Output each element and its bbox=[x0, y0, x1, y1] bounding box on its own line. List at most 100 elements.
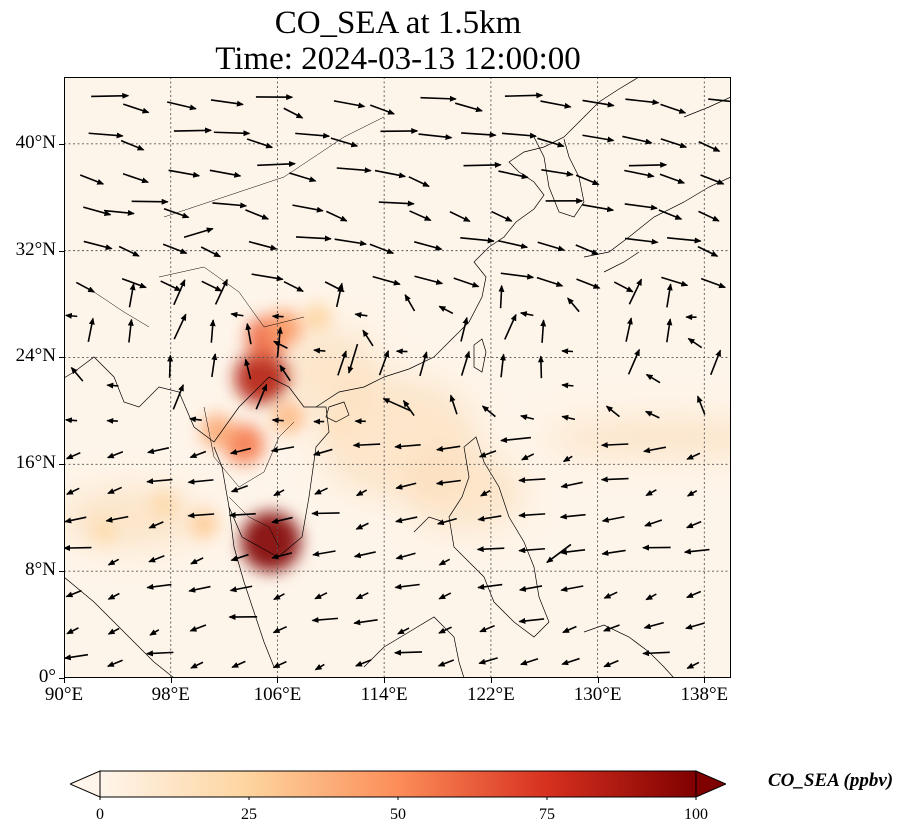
wind-arrow bbox=[696, 395, 706, 415]
wind-arrow bbox=[698, 141, 721, 152]
colorbar-title: CO_SEA (ppbv) bbox=[768, 770, 894, 791]
wind-arrow bbox=[120, 139, 145, 151]
wind-arrow bbox=[173, 313, 187, 340]
wind-arrow bbox=[231, 660, 246, 669]
wind-arrow bbox=[414, 241, 443, 251]
coastline-taiwan bbox=[473, 338, 487, 373]
wind-arrow bbox=[283, 280, 304, 293]
wind-arrow bbox=[660, 138, 688, 149]
wind-arrow bbox=[106, 659, 123, 667]
wind-arrow bbox=[624, 203, 658, 211]
wind-arrow bbox=[210, 99, 244, 107]
wind-arrow bbox=[212, 202, 248, 209]
wind-arrow bbox=[644, 410, 660, 419]
wind-arrow bbox=[167, 354, 174, 378]
wind-arrow bbox=[347, 343, 359, 374]
wind-arrow bbox=[106, 450, 124, 459]
wind-arrow bbox=[394, 583, 420, 590]
wind-arrow bbox=[518, 617, 545, 624]
wind-arrow bbox=[369, 104, 395, 115]
wind-arrow bbox=[438, 592, 452, 600]
co-hotspot bbox=[272, 401, 304, 434]
wind-arrow bbox=[333, 100, 366, 109]
wind-arrow bbox=[128, 283, 136, 308]
wind-arrow bbox=[353, 618, 378, 626]
wind-arrow bbox=[271, 313, 284, 320]
wind-arrow bbox=[395, 482, 417, 490]
longitude-tick bbox=[170, 678, 172, 683]
wind-arrow bbox=[166, 101, 197, 111]
wind-arrow bbox=[479, 624, 495, 633]
wind-arrow bbox=[643, 621, 664, 630]
wind-arrow bbox=[560, 585, 584, 592]
co-hotspot bbox=[326, 412, 349, 436]
wind-arrow bbox=[685, 622, 705, 630]
wind-arrow bbox=[65, 451, 81, 460]
wind-arrow bbox=[213, 130, 251, 137]
wind-arrow bbox=[146, 478, 173, 485]
wind-arrow bbox=[683, 548, 710, 555]
longitude-label: 98°E bbox=[151, 684, 190, 705]
wind-arrow bbox=[211, 352, 218, 378]
longitude-label: 106°E bbox=[253, 684, 302, 705]
wind-arrow bbox=[659, 173, 686, 184]
wind-arrow bbox=[491, 210, 513, 222]
wind-arrow bbox=[107, 486, 122, 495]
map-time: Time: 2024-03-13 12:00:00 bbox=[215, 41, 581, 77]
wind-arrow bbox=[501, 132, 537, 139]
wind-arrow bbox=[481, 405, 496, 418]
wind-arrow bbox=[200, 246, 222, 258]
wind-arrow bbox=[244, 358, 252, 380]
wind-arrow bbox=[437, 659, 455, 667]
wind-arrow bbox=[643, 446, 667, 454]
wind-arrow bbox=[374, 169, 407, 179]
colorbar-min-extension bbox=[70, 770, 101, 798]
co-haze-layer bbox=[64, 330, 731, 548]
wind-arrow bbox=[686, 590, 702, 599]
wind-arrow bbox=[246, 138, 274, 149]
map-background bbox=[64, 77, 731, 678]
coastline-korea bbox=[533, 136, 585, 218]
wind-arrow bbox=[519, 311, 534, 318]
wind-arrow bbox=[279, 364, 291, 382]
wind-arrow bbox=[418, 133, 453, 141]
wind-arrow bbox=[122, 103, 150, 114]
wind-arrow bbox=[497, 239, 529, 249]
colorbar bbox=[70, 770, 726, 800]
wind-arrow bbox=[409, 210, 432, 222]
wind-arrow bbox=[107, 558, 120, 566]
map-title: CO_SEA at 1.5km bbox=[274, 5, 522, 41]
wind-arrow bbox=[518, 585, 543, 592]
wind-arrow bbox=[449, 394, 458, 415]
wind-arrow bbox=[209, 169, 242, 178]
wind-arrow bbox=[645, 489, 657, 497]
latitude-label: 8°N bbox=[25, 559, 56, 581]
coastline-hainan bbox=[325, 401, 350, 423]
wind-arrow bbox=[627, 348, 640, 375]
colorbar-tick-label: 75 bbox=[539, 806, 555, 823]
wind-arrow bbox=[324, 281, 345, 293]
wind-arrow bbox=[334, 238, 368, 247]
wind-arrow bbox=[625, 317, 633, 342]
wind-arrow bbox=[454, 102, 483, 113]
wind-arrow bbox=[255, 383, 268, 410]
wind-arrow bbox=[66, 487, 80, 495]
wind-arrow bbox=[561, 657, 580, 666]
longitude-tick bbox=[277, 678, 279, 683]
wind-arrow bbox=[314, 663, 325, 671]
wind-arrow bbox=[230, 485, 248, 493]
wind-arrow bbox=[372, 275, 401, 286]
wind-arrow bbox=[83, 240, 113, 251]
wind-arrow bbox=[172, 383, 184, 410]
wind-arrow bbox=[273, 593, 285, 601]
wind-arrow bbox=[283, 107, 304, 119]
wind-arrow bbox=[500, 272, 535, 280]
colorbar-tick-label: 100 bbox=[684, 806, 708, 823]
wind-arrow bbox=[397, 627, 410, 635]
wind-arrow bbox=[537, 241, 566, 252]
wind-arrow bbox=[498, 284, 505, 309]
wind-arrow bbox=[64, 312, 78, 319]
wind-arrow bbox=[404, 293, 416, 312]
wind-arrow bbox=[498, 170, 529, 180]
wind-arrow bbox=[708, 98, 731, 103]
